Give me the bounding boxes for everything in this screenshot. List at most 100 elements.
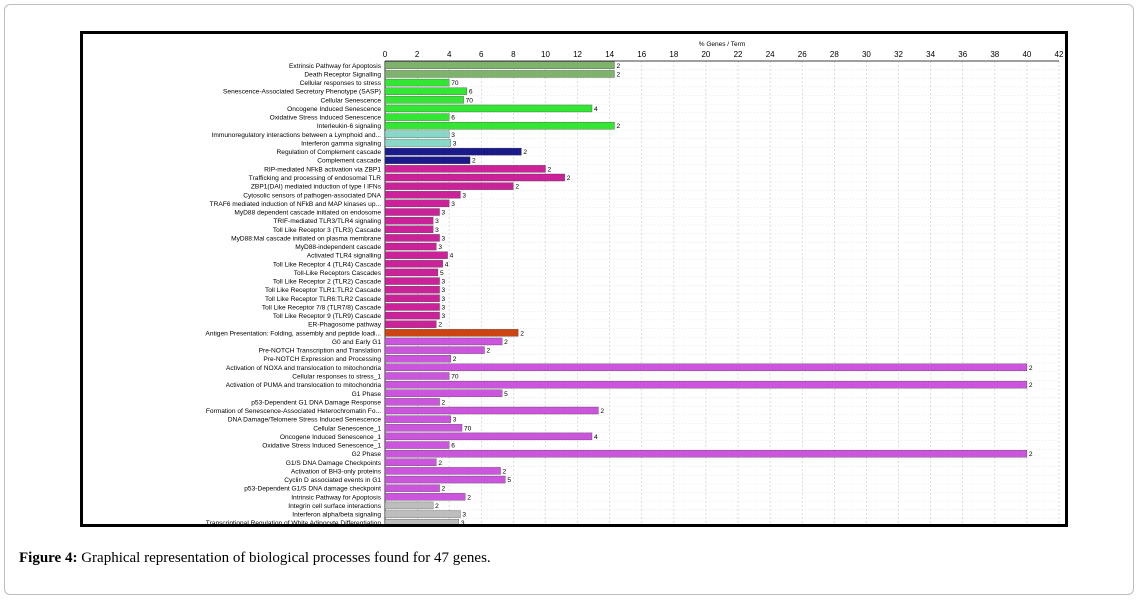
category-label: Toll-Like Receptors Cascades [294, 270, 382, 277]
bar [384, 303, 440, 311]
bar [384, 139, 451, 147]
category-label: Pre-NOTCH Expression and Processing [263, 356, 381, 363]
bar-value-label: 3 [442, 296, 446, 303]
bar-value-label: 2 [520, 330, 524, 337]
bar-value-label: 2 [515, 184, 519, 191]
bar-value-label: 4 [450, 253, 454, 260]
category-label: ZBP1(DAI) mediated induction of type I I… [251, 184, 382, 191]
bar [384, 337, 503, 346]
category-label: RIP-mediated NFkB activation via ZBP1 [264, 166, 381, 173]
bar-value-label: 3 [438, 244, 442, 251]
category-label: Oncogene Induced Senescence [287, 106, 381, 113]
bar [384, 78, 450, 87]
bar-value-label: 70 [464, 425, 472, 432]
x-tick-label: 16 [637, 50, 646, 59]
x-tick-label: 10 [541, 50, 550, 59]
x-tick-label: 2 [415, 50, 420, 59]
category-label: Toll Like Receptor 9 (TLR9) Cascade [273, 313, 381, 320]
bar-value-label: 2 [486, 348, 490, 355]
bar [384, 363, 1028, 372]
x-tick-label: 30 [862, 50, 871, 59]
bar-value-label: 2 [1029, 382, 1033, 389]
caption-label: Figure 4: [19, 550, 78, 566]
category-label: Interferon gamma signaling [301, 140, 381, 147]
bar [384, 415, 451, 423]
bar-value-label: 6 [451, 115, 455, 122]
bar-value-label: 2 [616, 63, 620, 70]
bar [384, 346, 485, 354]
bar [384, 182, 514, 190]
category-label: Toll Like Receptor TLR6:TLR2 Cascade [265, 296, 381, 303]
bar-value-label: 2 [616, 123, 620, 130]
bar [384, 329, 519, 337]
bar [384, 355, 451, 363]
bar-value-label: 2 [472, 158, 476, 165]
category-label: Trafficking and processing of endosomal … [249, 175, 381, 182]
bar-value-label: 3 [442, 287, 446, 294]
bar [384, 424, 463, 432]
category-label: Cellular Senescence [321, 97, 382, 104]
bar [384, 277, 440, 285]
figure-caption: Figure 4: Graphical representation of bi… [19, 550, 491, 567]
category-label: TRAF6 mediated induction of NFkB and MAP… [210, 201, 382, 208]
category-label: Activation of PUMA and translocation to … [226, 382, 382, 389]
category-label: MyD88-independent cascade [295, 244, 381, 251]
bar-value-label: 3 [453, 140, 457, 147]
bar-value-label: 70 [466, 97, 474, 104]
category-label: Cytosolic sensors of pathogen-associated… [243, 192, 381, 199]
bar [384, 156, 471, 164]
bar [384, 165, 546, 173]
category-label: Toll Like Receptor 2 (TLR2) Cascade [273, 279, 381, 286]
bar-value-label: 2 [503, 468, 507, 475]
bar [384, 70, 615, 78]
bar [384, 493, 466, 501]
x-tick-label: 34 [926, 50, 935, 59]
category-label: Immunoregulatory interactions between a … [212, 132, 382, 139]
category-label: Toll Like Receptor 4 (TLR4) Cascade [273, 261, 381, 268]
bar [384, 432, 593, 441]
category-label: DNA Damage/Telomere Stress Induced Senes… [228, 417, 382, 424]
bar [384, 208, 440, 216]
x-tick-label: 8 [511, 50, 516, 59]
category-label: G1 Phase [352, 391, 382, 398]
bar [384, 199, 450, 208]
category-label: Oxidative Stress Induced Senescence_1 [262, 443, 381, 450]
bar [384, 467, 501, 475]
bar-value-label: 2 [438, 460, 442, 467]
category-label: Activated TLR4 signalling [307, 253, 382, 260]
category-label: Toll Like Receptor TLR1:TLR2 Cascade [265, 287, 381, 294]
caption-text: Graphical representation of biological p… [77, 550, 491, 566]
chart-box: % Genes / Term 0 2 4 6 8 10 12 14 16 18 20 22 24 26 28 3… [80, 31, 1068, 527]
category-label: MyD88:Mal cascade initiated on plasma me… [231, 235, 381, 242]
bar-value-label: 70 [451, 80, 459, 87]
bar-value-label: 2 [435, 503, 439, 510]
bar [384, 449, 1028, 458]
category-label: Toll Like Receptor 3 (TLR3) Cascade [273, 227, 381, 234]
bar-value-label: 4 [445, 261, 449, 268]
category-label: TRIF-mediated TLR3/TLR4 signaling [273, 218, 381, 225]
x-tick-label: 40 [1022, 50, 1031, 59]
category-label: Cellular responses to stress [300, 80, 382, 87]
bar [384, 380, 1028, 389]
category-label: Antigen Presentation: Folding, assembly … [205, 330, 381, 337]
bar-value-label: 3 [442, 210, 446, 217]
category-label: Senescence-Associated Secretory Phenotyp… [223, 89, 381, 96]
x-tick-label: 42 [1055, 50, 1064, 59]
x-tick-label: 36 [958, 50, 967, 59]
bar [384, 510, 461, 518]
bar-value-label: 3 [462, 512, 466, 519]
bar-value-label: 2 [616, 71, 620, 78]
bar-value-label: 3 [442, 279, 446, 286]
bar [384, 147, 522, 156]
category-label: Extrinsic Pathway for Apoptosis [289, 63, 382, 70]
x-tick-label: 24 [766, 50, 775, 59]
bar [384, 96, 464, 104]
bar-value-label: 3 [453, 417, 457, 424]
bar-value-label: 2 [600, 408, 604, 415]
bar-value-label: 5 [507, 477, 511, 484]
x-tick-label: 28 [830, 50, 839, 59]
bar [384, 458, 437, 466]
category-label: G2 Phase [352, 451, 382, 458]
bar [384, 216, 434, 225]
bar [384, 389, 503, 397]
